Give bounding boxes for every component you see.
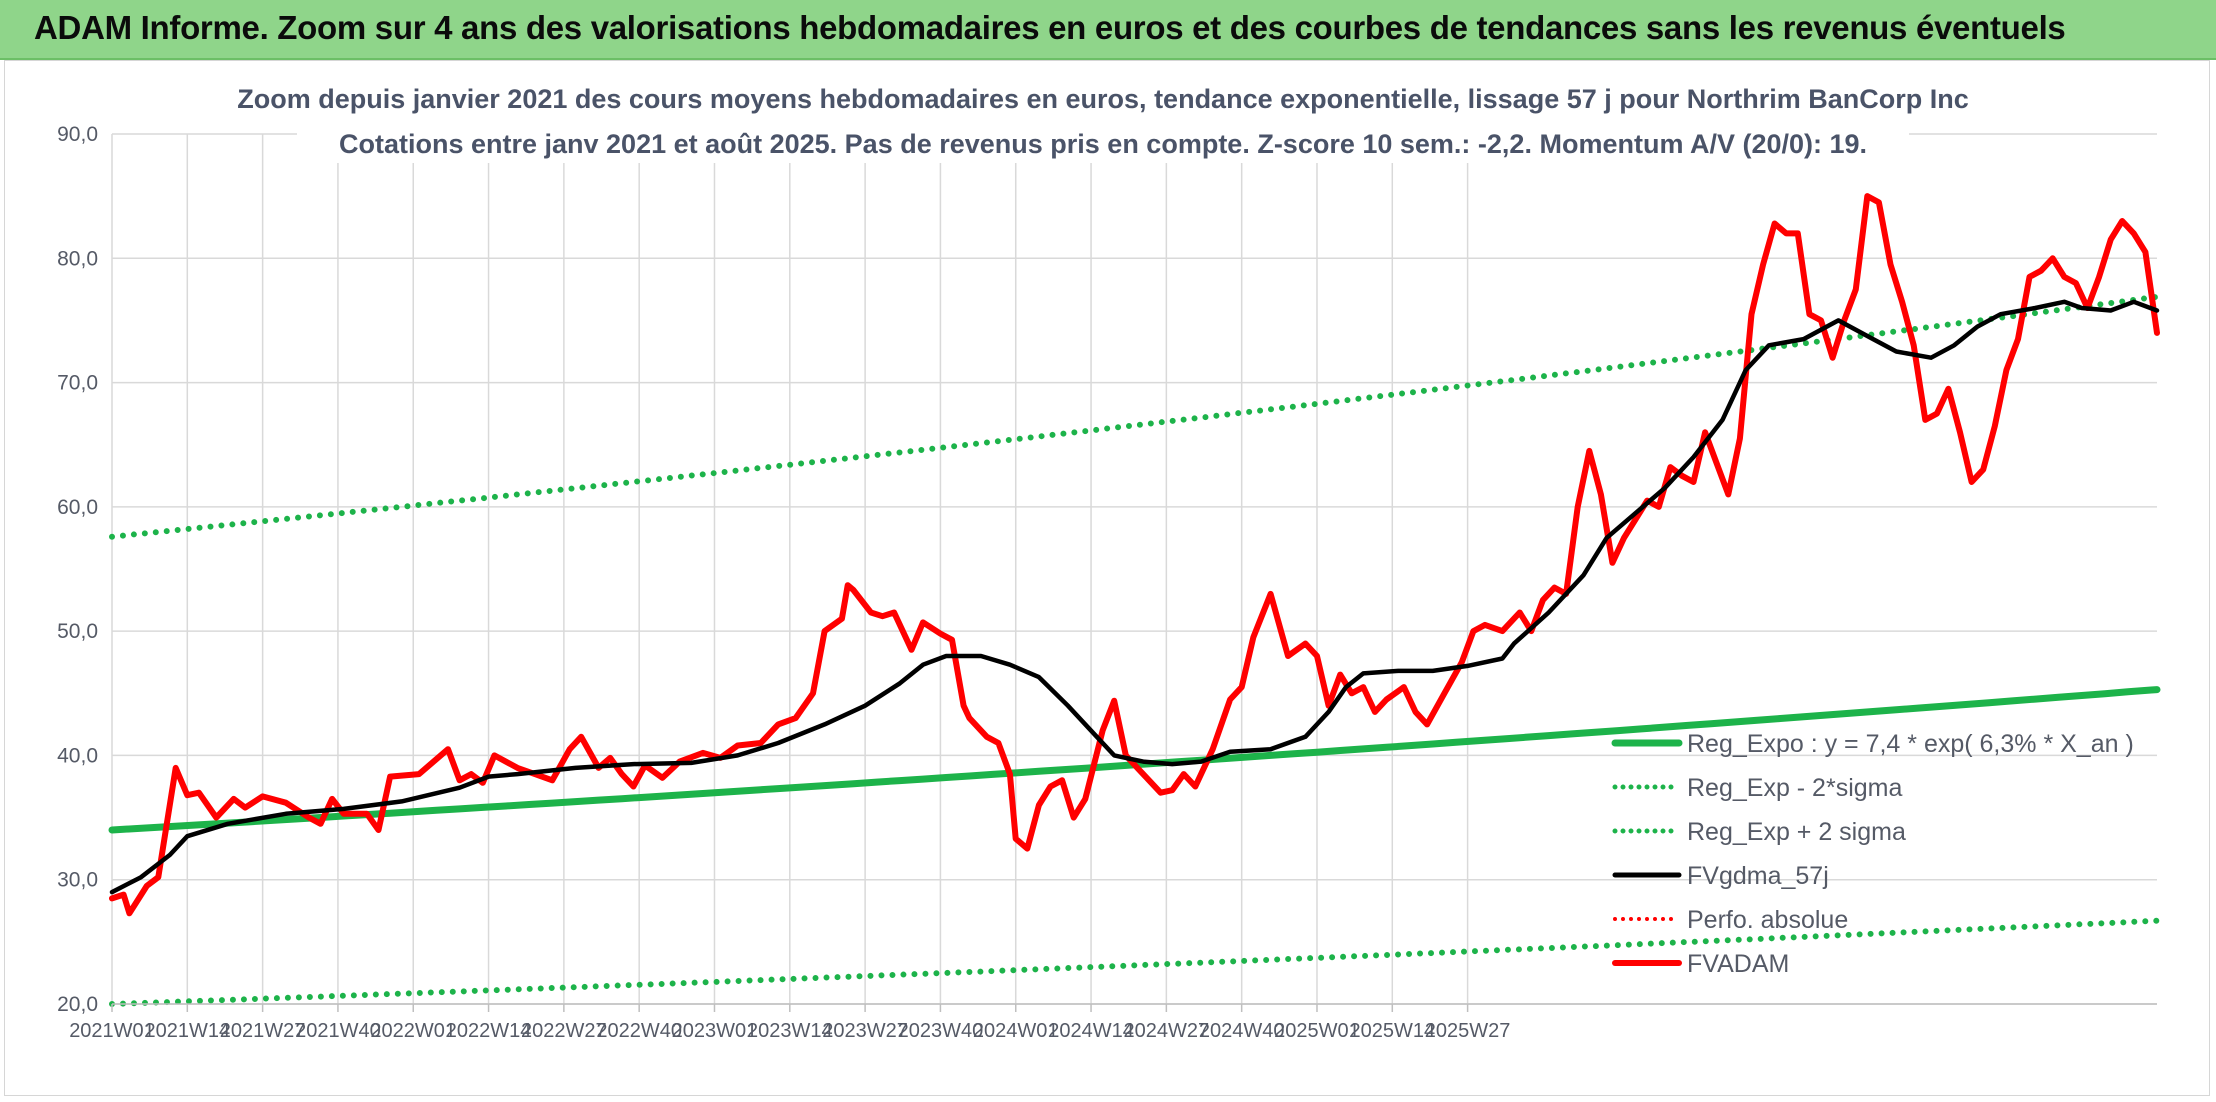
- grid: [111, 133, 2157, 1005]
- x-tick-label: 2022W40: [596, 1020, 682, 1042]
- axes: 20,030,040,050,060,070,080,090,02021W012…: [57, 123, 2157, 1042]
- reg-exp-minus-2sigma-line: [109, 917, 2160, 1007]
- x-tick-label: 2022W27: [521, 1020, 607, 1042]
- legend-fvadam-label: FVADAM: [1687, 950, 1789, 978]
- y-tick-label: 40,0: [57, 744, 98, 767]
- x-tick-label: 2024W40: [1199, 1020, 1285, 1042]
- line-chart: Zoom depuis janvier 2021 des cours moyen…: [57, 71, 2161, 1042]
- x-tick-label: 2023W14: [747, 1020, 833, 1042]
- legend-reg-expo-label: Reg_Expo : y = 7,4 * exp( 6,3% * X_an ): [1687, 730, 2134, 758]
- y-tick-label: 70,0: [57, 372, 98, 395]
- legend-reg-exp-minus-label: Reg_Exp - 2*sigma: [1687, 774, 1902, 802]
- x-tick-label: 2022W14: [446, 1020, 532, 1042]
- x-tick-label: 2021W27: [220, 1020, 306, 1042]
- y-tick-label: 50,0: [57, 620, 98, 643]
- legend: Reg_Expo : y = 7,4 * exp( 6,3% * X_an ) R…: [1611, 730, 2134, 978]
- x-tick-label: 2025W01: [1274, 1020, 1360, 1042]
- y-tick-label: 80,0: [57, 247, 98, 270]
- chart-frame: Zoom depuis janvier 2021 des cours moyen…: [4, 60, 2210, 1096]
- y-tick-label: 60,0: [57, 496, 98, 519]
- x-tick-label: 2023W40: [898, 1020, 984, 1042]
- fvadam-line: [109, 193, 2160, 917]
- y-tick-label: 90,0: [57, 123, 98, 146]
- report-title: ADAM Informe. Zoom sur 4 ans des valoris…: [34, 9, 2066, 46]
- series: [108, 193, 2161, 1007]
- fvgdma-57j-line: [109, 299, 2160, 895]
- x-tick-label: 2025W27: [1425, 1020, 1511, 1042]
- chart-title-block: Zoom depuis janvier 2021 des cours moyen…: [237, 71, 1969, 163]
- legend-reg-exp-plus-label: Reg_Exp + 2 sigma: [1687, 818, 1906, 846]
- title-background: [297, 71, 1909, 163]
- x-tick-label: 2021W14: [144, 1020, 230, 1042]
- x-tick-label: 2021W40: [295, 1020, 381, 1042]
- chart-subtitle: Cotations entre janv 2021 et août 2025. …: [339, 129, 1867, 159]
- x-tick-label: 2022W01: [370, 1020, 456, 1042]
- x-tick-label: 2024W01: [973, 1020, 1059, 1042]
- x-tick-label: 2025W14: [1349, 1020, 1435, 1042]
- legend-fvgdma-57j-label: FVgdma_57j: [1687, 862, 1829, 890]
- report-banner: ADAM Informe. Zoom sur 4 ans des valoris…: [0, 0, 2216, 60]
- reg-expo-line: [108, 686, 2161, 834]
- x-tick-label: 2024W27: [1124, 1020, 1210, 1042]
- x-tick-label: 2021W01: [69, 1020, 155, 1042]
- x-tick-label: 2023W27: [822, 1020, 908, 1042]
- x-tick-label: 2024W14: [1048, 1020, 1134, 1042]
- x-tick-label: 2023W01: [672, 1020, 758, 1042]
- y-tick-label: 20,0: [57, 993, 98, 1016]
- chart-title: Zoom depuis janvier 2021 des cours moyen…: [237, 84, 1969, 114]
- y-tick-label: 30,0: [57, 869, 98, 892]
- reg-exp-plus-2sigma-line: [109, 293, 2160, 540]
- legend-perfo-absolue-label: Perfo. absolue: [1687, 906, 1848, 934]
